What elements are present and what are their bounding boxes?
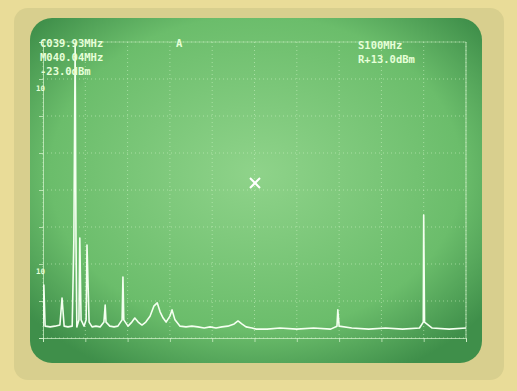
bezel bbox=[0, 0, 517, 391]
tick-mark bbox=[39, 227, 43, 228]
tick bbox=[85, 338, 86, 342]
tick-mark bbox=[39, 190, 43, 191]
tick-mark bbox=[424, 338, 425, 342]
tick-mark bbox=[85, 338, 86, 342]
tick-mark bbox=[39, 116, 43, 117]
grid-line-y bbox=[43, 227, 466, 228]
screen bbox=[30, 18, 482, 363]
tick bbox=[255, 338, 256, 342]
screen-readout: S100MHz bbox=[358, 39, 402, 51]
grid-line-x bbox=[169, 42, 170, 338]
tick bbox=[212, 338, 213, 342]
screen-photo: C039.93MHz A M040.04MHz -23.0dBm S100MHz R+13… bbox=[0, 0, 517, 391]
tick-mark bbox=[466, 338, 467, 342]
tick-mark bbox=[39, 301, 43, 302]
tick bbox=[39, 153, 43, 154]
tick-mark bbox=[297, 338, 298, 342]
tick bbox=[424, 338, 425, 342]
tick-mark bbox=[39, 79, 43, 80]
screen-readout: C039.93MHz bbox=[40, 37, 103, 49]
tick bbox=[381, 338, 382, 342]
tick bbox=[39, 116, 43, 117]
tick bbox=[39, 301, 43, 302]
grid-line-x bbox=[254, 42, 255, 338]
tick bbox=[170, 338, 171, 342]
grid-line-y bbox=[43, 79, 466, 80]
spectrum-trace bbox=[43, 44, 466, 329]
tick-mark bbox=[255, 338, 256, 342]
tick-mark bbox=[128, 338, 129, 342]
tick-mark bbox=[39, 264, 43, 265]
tick-mark bbox=[39, 338, 43, 339]
tick-mark bbox=[170, 338, 171, 342]
tick bbox=[339, 338, 340, 342]
tick bbox=[39, 227, 43, 228]
screen-readout: 10 bbox=[36, 84, 46, 93]
screen-readout: R+13.0dBm bbox=[358, 53, 415, 65]
tick bbox=[128, 338, 129, 342]
tick bbox=[39, 190, 43, 191]
grid bbox=[43, 42, 466, 338]
tick-mark bbox=[381, 338, 382, 342]
tick-mark bbox=[339, 338, 340, 342]
tick bbox=[39, 264, 43, 265]
grid-line-x bbox=[381, 42, 382, 338]
marker-stroke bbox=[250, 178, 260, 188]
plot-area bbox=[43, 44, 466, 329]
screen-readout: 10 bbox=[36, 267, 46, 276]
grid-line-y bbox=[43, 42, 466, 43]
x-axis bbox=[44, 338, 467, 342]
frame bbox=[466, 42, 467, 338]
tick bbox=[39, 338, 43, 339]
bezel-inner bbox=[14, 8, 504, 380]
frame bbox=[43, 42, 466, 43]
axis-line bbox=[44, 339, 467, 343]
tick bbox=[39, 79, 43, 80]
grid-line-y bbox=[43, 190, 466, 191]
tick-mark bbox=[212, 338, 213, 342]
grid-line-y bbox=[43, 116, 466, 117]
grid-line-x bbox=[466, 42, 467, 338]
screen-readout: M040.04MHz bbox=[40, 51, 103, 63]
grid-line-x bbox=[296, 42, 297, 338]
grid-line-y bbox=[43, 153, 466, 154]
tick-mark bbox=[39, 153, 43, 154]
screen-readout: A bbox=[176, 37, 183, 49]
tick bbox=[297, 338, 298, 342]
grid-line-y bbox=[43, 301, 466, 302]
grid-line-y bbox=[43, 264, 466, 265]
center-marker bbox=[250, 178, 260, 188]
screen-readout: -23.0dBm bbox=[40, 65, 91, 77]
tick bbox=[466, 338, 467, 342]
marker-stroke bbox=[250, 178, 260, 188]
